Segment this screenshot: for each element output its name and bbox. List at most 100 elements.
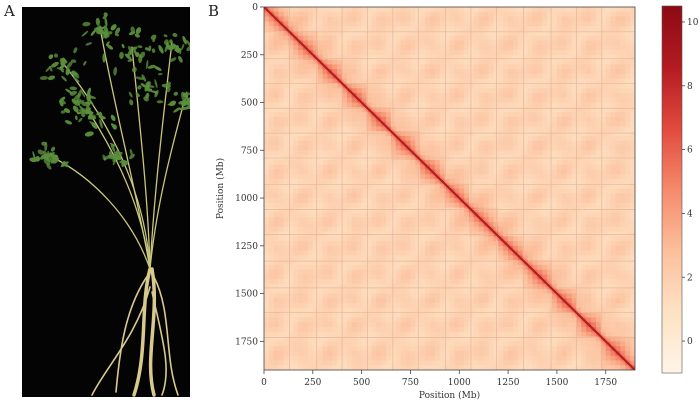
heatmap-cell (439, 150, 446, 156)
heatmap-cell (542, 45, 548, 51)
heatmap-cell (342, 159, 348, 166)
heatmap-cell (356, 169, 363, 175)
heatmap-cell (283, 236, 290, 242)
heatmap-cell (288, 264, 294, 271)
heatmap-cell (395, 279, 402, 285)
heatmap-cell (425, 112, 431, 118)
heatmap-cell (288, 336, 294, 342)
heatmap-cell (351, 221, 358, 228)
heatmap-cell (312, 355, 319, 362)
heatmap-cell (527, 30, 534, 37)
heatmap-cell (537, 16, 543, 22)
heatmap-cell (381, 97, 387, 104)
heatmap-cell (346, 21, 353, 27)
heatmap-cell (390, 21, 397, 27)
heatmap-cell (498, 49, 504, 56)
heatmap-cell (337, 126, 343, 132)
heatmap-cell (298, 131, 304, 137)
heatmap-cell (503, 11, 509, 18)
heatmap-cell (503, 360, 509, 366)
heatmap-cell (366, 97, 372, 104)
heatmap-cell (337, 59, 343, 65)
leaf (113, 151, 124, 154)
heatmap-cell (268, 260, 275, 266)
heatmap-cell (366, 73, 372, 80)
heatmap-cell (298, 250, 304, 256)
heatmap-cell (469, 64, 475, 70)
heatmap-cell (464, 174, 470, 180)
heatmap-cell (478, 303, 485, 309)
heatmap-cell (312, 365, 319, 370)
heatmap-cell (386, 198, 392, 204)
heatmap-cell (376, 150, 382, 156)
heatmap-cell (483, 49, 490, 56)
heatmap-cell (288, 341, 294, 347)
heatmap-cell (512, 92, 519, 99)
heatmap-cell (429, 73, 436, 80)
heatmap-cell (273, 193, 280, 199)
heatmap-cell (288, 331, 294, 338)
heatmap-cell (454, 116, 460, 123)
heatmap-cell (361, 164, 368, 170)
heatmap-cell (464, 279, 470, 285)
heatmap-cell (532, 274, 538, 280)
heatmap-cell (356, 226, 363, 233)
heatmap-cell (532, 183, 538, 190)
heatmap-cell (303, 102, 309, 108)
heatmap-cell (429, 217, 436, 223)
heatmap-cell (537, 88, 543, 94)
heatmap-cell (503, 188, 509, 194)
heatmap-cell (517, 221, 524, 228)
heatmap-cell (542, 78, 548, 85)
heatmap-cell (283, 346, 290, 352)
heatmap-cell (293, 49, 299, 56)
heatmap-cell (346, 260, 353, 266)
heatmap-cell (561, 274, 568, 280)
heatmap-cell (532, 360, 538, 366)
heatmap-cell (366, 336, 372, 342)
heatmap-cell (307, 64, 314, 70)
heatmap-cell (381, 336, 387, 342)
heatmap-cell (283, 183, 290, 190)
heatmap-cell (307, 217, 314, 223)
heatmap-cell (537, 293, 543, 299)
heatmap-cell (332, 126, 338, 132)
heatmap-cell (434, 221, 441, 228)
heatmap-cell (410, 159, 416, 166)
heatmap-cell (288, 64, 294, 70)
heatmap-cell (517, 346, 524, 352)
heatmap-cell (366, 159, 372, 166)
heatmap-cell (332, 241, 338, 247)
heatmap-cell (532, 317, 538, 323)
heatmap-cell (351, 279, 358, 285)
heatmap-cell (376, 236, 382, 242)
heatmap-cell (361, 317, 368, 323)
heatmap-cell (346, 298, 353, 304)
heatmap-cell (512, 178, 519, 185)
heatmap-cell (303, 7, 309, 13)
heatmap-cell (469, 217, 475, 223)
heatmap-cell (405, 193, 412, 199)
heatmap-cell (488, 346, 495, 352)
heatmap-cell (356, 11, 363, 18)
heatmap-cell (317, 126, 324, 132)
heatmap-cell (293, 131, 299, 137)
heatmap-cell (537, 260, 543, 266)
heatmap-cell (449, 174, 455, 180)
heatmap-cell (542, 135, 548, 142)
heatmap-cell (444, 207, 451, 213)
heatmap-cell (552, 21, 558, 27)
heatmap-cell (429, 188, 436, 194)
heatmap-cell (527, 188, 534, 194)
leaf (132, 66, 137, 73)
heatmap-cell (405, 350, 412, 357)
heatmap-cell (488, 30, 495, 37)
heatmap-cell (464, 112, 470, 118)
heatmap-cell (390, 35, 397, 42)
heatmap-cell (273, 331, 280, 338)
heatmap-cell (327, 150, 333, 156)
heatmap-cell (439, 217, 446, 223)
heatmap-cell (522, 207, 529, 213)
heatmap-cell (552, 245, 558, 252)
heatmap-cell (273, 188, 280, 194)
